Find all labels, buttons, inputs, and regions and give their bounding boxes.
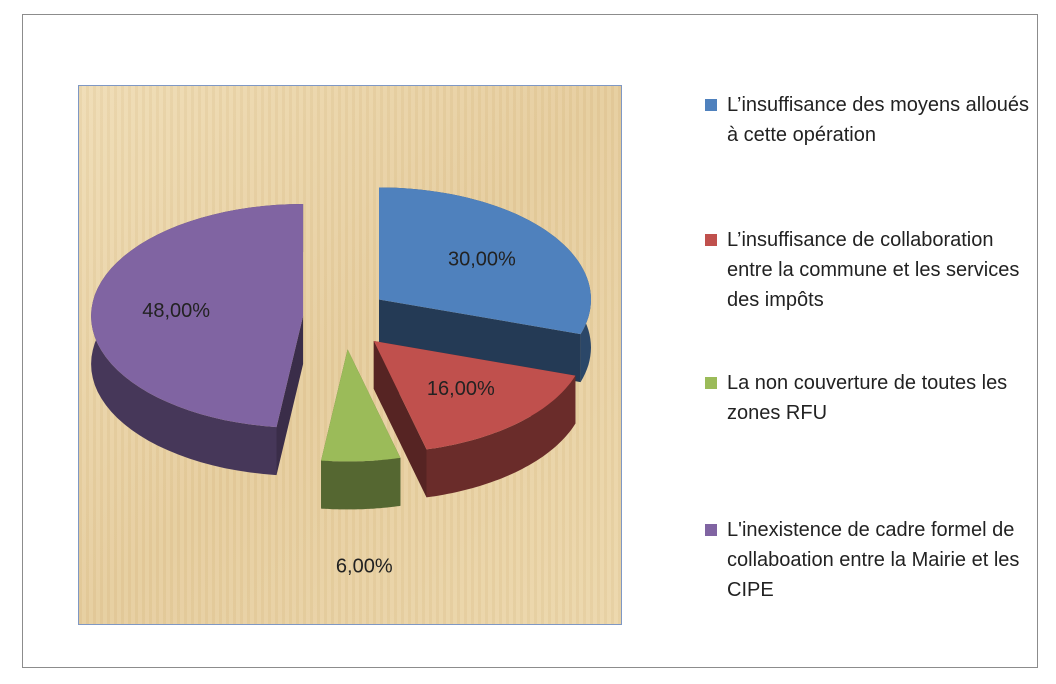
legend-label: L'inexistence de cadre formel de collabo… [727,519,1020,601]
data-label: 30,00% [448,248,516,270]
legend-item: L'inexistence de cadre formel de collabo… [705,515,1035,605]
legend-item: L’insuffisance des moyens alloués à cett… [705,90,1035,150]
legend-item: L’insuffisance de collaboration entre la… [705,225,1035,315]
slice-side [321,457,401,510]
legend-label: L’insuffisance des moyens alloués à cett… [727,94,1030,146]
legend-label: La non couverture de toutes les zones RF… [727,372,1008,424]
data-label: 48,00% [142,300,210,322]
data-label: 16,00% [427,378,495,400]
legend-label: L’insuffisance de collaboration entre la… [727,229,1020,311]
slice [91,204,304,428]
slice-side [426,375,576,498]
slice-wall [373,341,427,498]
legend-swatch [705,524,717,536]
slice-wall [379,299,581,383]
slice-wall [276,316,304,476]
legend-swatch [705,99,717,111]
slice [373,341,576,450]
legend-item: La non couverture de toutes les zones RF… [705,368,1035,428]
legend-swatch [705,377,717,389]
chart-frame [22,14,1038,668]
slice [379,187,591,335]
slice [321,349,401,462]
data-label: 6,00% [336,555,393,577]
legend-swatch [705,234,717,246]
